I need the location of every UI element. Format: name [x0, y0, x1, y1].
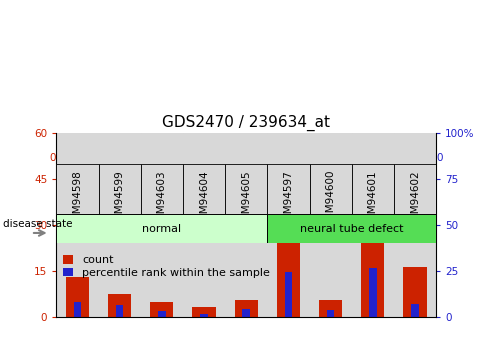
Bar [277, 228, 300, 317]
Bar [394, 133, 436, 317]
Bar [310, 164, 352, 214]
Bar [74, 302, 81, 317]
Text: GSM94605: GSM94605 [241, 170, 251, 227]
Bar [141, 164, 183, 214]
Text: GSM94604: GSM94604 [199, 170, 209, 227]
Bar [225, 164, 268, 214]
Bar [225, 133, 268, 317]
Text: 0: 0 [50, 153, 56, 163]
Text: GSM94601: GSM94601 [368, 170, 378, 227]
Bar [116, 305, 123, 317]
Bar [369, 268, 377, 317]
Bar [411, 304, 419, 317]
Bar [319, 300, 342, 317]
Bar [235, 300, 258, 317]
Bar [200, 314, 208, 317]
Bar [108, 294, 131, 317]
Bar [268, 214, 436, 243]
Bar [98, 133, 141, 317]
Bar [268, 133, 310, 317]
Bar [310, 133, 352, 317]
Bar [150, 302, 173, 317]
Title: GDS2470 / 239634_at: GDS2470 / 239634_at [162, 115, 330, 131]
Bar [352, 164, 394, 214]
Text: GSM94597: GSM94597 [283, 170, 294, 227]
Bar [158, 311, 166, 317]
Legend: count, percentile rank within the sample: count, percentile rank within the sample [62, 254, 271, 279]
Text: GSM94599: GSM94599 [115, 170, 124, 227]
Text: GSM94603: GSM94603 [157, 170, 167, 227]
Bar [352, 133, 394, 317]
Text: GSM94602: GSM94602 [410, 170, 420, 227]
Bar [141, 133, 183, 317]
Bar [98, 164, 141, 214]
Text: GSM94598: GSM94598 [73, 170, 82, 227]
Bar [268, 164, 310, 214]
Bar [183, 133, 225, 317]
Bar [403, 267, 427, 317]
Bar [183, 164, 225, 214]
Text: disease state: disease state [3, 219, 73, 229]
Text: GSM94600: GSM94600 [326, 170, 336, 226]
Bar [56, 214, 268, 243]
Bar [56, 133, 98, 317]
Bar [285, 272, 292, 317]
Bar [193, 307, 216, 317]
Bar [327, 310, 334, 317]
Bar [394, 164, 436, 214]
Text: normal: normal [142, 224, 181, 234]
Bar [361, 170, 385, 317]
Bar [66, 277, 89, 317]
Text: 0: 0 [436, 153, 442, 163]
Bar [56, 164, 98, 214]
Text: neural tube defect: neural tube defect [300, 224, 403, 234]
Bar [243, 309, 250, 317]
